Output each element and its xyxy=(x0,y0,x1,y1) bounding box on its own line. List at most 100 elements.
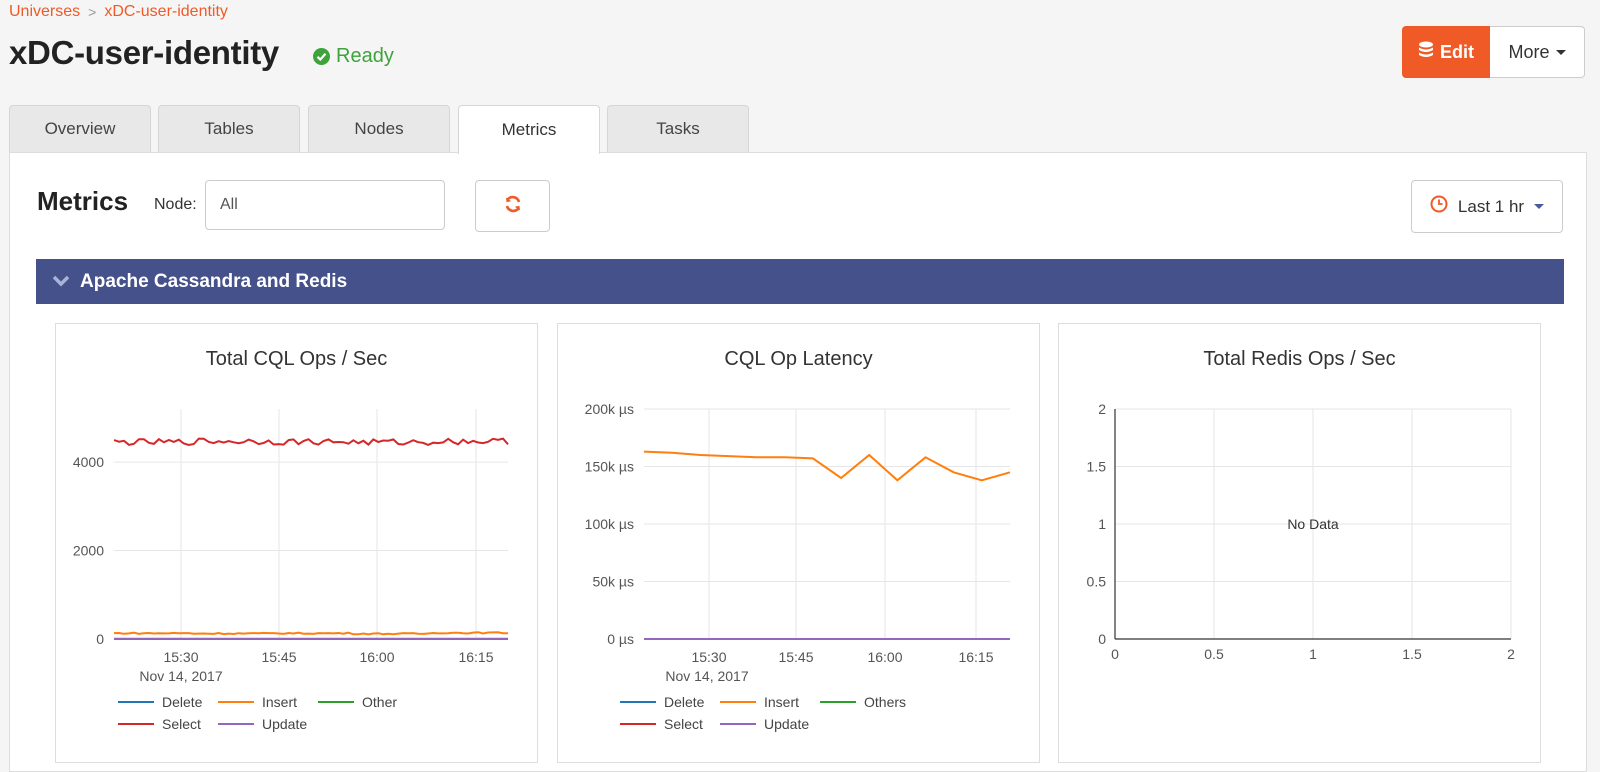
legend-swatch xyxy=(118,701,154,703)
y-tick-label: 2 xyxy=(1098,401,1106,417)
x-tick-label: 1.5 xyxy=(1402,646,1422,662)
chart-title: Total CQL Ops / Sec xyxy=(205,348,388,370)
tab-tables[interactable]: Tables xyxy=(158,105,300,152)
caret-down-icon xyxy=(1534,204,1545,209)
legend-item-update[interactable]: Update xyxy=(218,716,318,732)
x-tick-label: 0.5 xyxy=(1204,646,1224,662)
legend-label: Insert xyxy=(764,694,800,710)
x-axis-date-label: Nov 14, 2017 xyxy=(665,668,748,684)
legend-item-insert[interactable]: Insert xyxy=(218,694,318,710)
database-icon xyxy=(1418,41,1434,64)
y-tick-label: 0 xyxy=(96,631,104,647)
series-line-insert xyxy=(643,450,1011,482)
legend-label: Delete xyxy=(162,694,203,710)
legend-label: Delete xyxy=(664,694,705,710)
chevron-down-icon xyxy=(52,271,70,293)
metrics-heading: Metrics xyxy=(37,186,129,216)
legend-label: Select xyxy=(162,716,201,732)
tab-tasks[interactable]: Tasks xyxy=(607,105,749,152)
breadcrumb-universes-link[interactable]: Universes xyxy=(9,3,81,20)
x-tick-label: 15:30 xyxy=(163,649,198,665)
total-redis-ops-chart: 0 0.5 1 1.5 2 0 0.5 1 1.5 2 No Data xyxy=(1087,401,1516,662)
y-tick-label: 4000 xyxy=(73,454,104,470)
x-tick-label: 15:30 xyxy=(691,649,726,665)
x-tick-label: 2 xyxy=(1507,646,1515,662)
legend-item-select[interactable]: Select xyxy=(118,716,218,732)
legend-label: Select xyxy=(664,716,703,732)
x-tick-label: 1 xyxy=(1309,646,1317,662)
series-line-insert xyxy=(113,631,508,636)
legend-item-other[interactable]: Other xyxy=(318,694,418,710)
section-header-cassandra-redis[interactable]: Apache Cassandra and Redis xyxy=(36,259,1564,304)
y-tick-label: 50k µs xyxy=(592,574,634,590)
x-tick-label: 16:00 xyxy=(359,649,394,665)
x-tick-label: 15:45 xyxy=(778,649,813,665)
y-tick-label: 150k µs xyxy=(585,459,634,475)
chart-title: Total Redis Ops / Sec xyxy=(1203,348,1396,370)
x-axis-date-label: Nov 14, 2017 xyxy=(139,668,222,684)
legend-item-select[interactable]: Select xyxy=(620,716,720,732)
time-range-label: Last 1 hr xyxy=(1457,196,1525,216)
series-line-select xyxy=(113,437,509,447)
breadcrumb-current-link[interactable]: xDC-user-identity xyxy=(104,3,228,20)
x-tick-label: 15:45 xyxy=(261,649,296,665)
legend-item-delete[interactable]: Delete xyxy=(620,694,720,710)
y-tick-label: 1.5 xyxy=(1087,459,1107,475)
y-tick-label: 0 µs xyxy=(607,631,634,647)
chart-card-total-cql-ops: Total CQL Ops / Sec 15:30 15:45 16:00 16:15… xyxy=(55,323,538,763)
refresh-icon xyxy=(503,194,523,219)
edit-button-label: Edit xyxy=(1440,41,1474,62)
chart-legend: Delete Insert Others Select Update xyxy=(620,694,980,732)
total-cql-ops-chart: 15:30 15:45 16:00 16:15 Nov 14, 2017 0 2000 400… xyxy=(73,409,509,684)
breadcrumb-separator: > xyxy=(88,4,97,20)
x-tick-label: 0 xyxy=(1111,646,1119,662)
section-title: Apache Cassandra and Redis xyxy=(80,270,348,292)
chart-card-cql-op-latency: CQL Op Latency 15:30 15:45 16:00 16:15 Nov 1… xyxy=(557,323,1040,763)
legend-label: Update xyxy=(764,716,810,732)
status-text: Ready xyxy=(336,45,394,67)
check-circle-icon xyxy=(313,48,330,65)
legend-label: Insert xyxy=(262,694,298,710)
y-tick-label: 200k µs xyxy=(585,401,634,417)
cql-op-latency-chart: 15:30 15:45 16:00 16:15 Nov 14, 2017 0 µs 50k … xyxy=(585,401,1011,684)
y-tick-label: 1 xyxy=(1098,516,1106,532)
x-tick-label: 16:15 xyxy=(458,649,493,665)
y-tick-label: 2000 xyxy=(73,543,104,559)
tab-nodes[interactable]: Nodes xyxy=(308,105,450,152)
y-tick-label: 0.5 xyxy=(1087,574,1107,590)
legend-swatch xyxy=(118,723,154,725)
y-tick-label: 0 xyxy=(1098,631,1106,647)
tab-metrics[interactable]: Metrics xyxy=(458,105,600,154)
tab-overview[interactable]: Overview xyxy=(9,105,151,152)
node-filter-input[interactable]: All xyxy=(205,180,445,230)
legend-item-update[interactable]: Update xyxy=(720,716,820,732)
legend-swatch xyxy=(318,701,354,703)
time-range-dropdown[interactable]: Last 1 hr xyxy=(1411,180,1563,233)
legend-label: Other xyxy=(362,694,398,710)
x-tick-label: 16:15 xyxy=(958,649,993,665)
legend-item-delete[interactable]: Delete xyxy=(118,694,218,710)
chart-card-total-redis-ops: Total Redis Ops / Sec 0 0.5 1 1.5 2 0 0.5 1 1.5 2… xyxy=(1058,323,1541,763)
legend-item-others[interactable]: Others xyxy=(820,694,920,710)
refresh-button[interactable] xyxy=(475,180,550,232)
more-dropdown-button[interactable]: More xyxy=(1490,26,1585,78)
legend-swatch xyxy=(218,701,254,703)
page-title: xDC-user-identity xyxy=(9,34,279,71)
legend-swatch xyxy=(620,723,656,725)
legend-swatch xyxy=(720,723,756,725)
breadcrumb: Universes > xDC-user-identity xyxy=(9,3,228,21)
chart-title: CQL Op Latency xyxy=(724,348,873,370)
legend-label: Update xyxy=(262,716,308,732)
x-tick-label: 16:00 xyxy=(867,649,902,665)
legend-swatch xyxy=(620,701,656,703)
status-badge: Ready xyxy=(313,45,394,68)
edit-button[interactable]: Edit xyxy=(1402,26,1490,78)
legend-swatch xyxy=(820,701,856,703)
legend-item-insert[interactable]: Insert xyxy=(720,694,820,710)
clock-icon xyxy=(1430,195,1448,218)
y-tick-label: 100k µs xyxy=(585,516,634,532)
no-data-label: No Data xyxy=(1287,516,1339,532)
more-button-label: More xyxy=(1508,41,1550,62)
legend-swatch xyxy=(218,723,254,725)
node-filter-label: Node: xyxy=(154,196,197,213)
